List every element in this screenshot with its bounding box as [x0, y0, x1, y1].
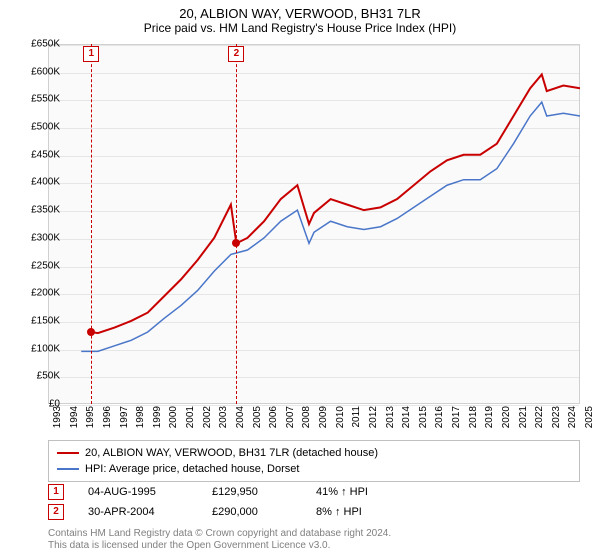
x-axis-label: 2019 [484, 406, 495, 436]
x-axis-label: 2025 [584, 406, 595, 436]
x-axis-label: 2010 [335, 406, 346, 436]
legend-label-hpi: HPI: Average price, detached house, Dors… [85, 461, 299, 477]
x-axis-label: 1999 [152, 406, 163, 436]
x-axis-label: 2003 [218, 406, 229, 436]
x-axis-label: 1994 [69, 406, 80, 436]
y-axis-label: £550K [16, 94, 60, 105]
x-axis-label: 2021 [518, 406, 529, 436]
sale-diff: 8% ↑ HPI [316, 506, 396, 518]
y-axis-label: £150K [16, 315, 60, 326]
y-axis-label: £250K [16, 260, 60, 271]
sale-marker-box: 1 [83, 46, 99, 62]
legend-item-property: 20, ALBION WAY, VERWOOD, BH31 7LR (detac… [57, 445, 571, 461]
sale-date: 04-AUG-1995 [88, 486, 188, 498]
x-axis-label: 2024 [567, 406, 578, 436]
sale-date: 30-APR-2004 [88, 506, 188, 518]
x-axis-label: 2002 [202, 406, 213, 436]
y-axis-label: £300K [16, 232, 60, 243]
chart-subtitle: Price paid vs. HM Land Registry's House … [0, 21, 600, 35]
x-axis-label: 2023 [551, 406, 562, 436]
sale-diff: 41% ↑ HPI [316, 486, 396, 498]
footer-line: This data is licensed under the Open Gov… [48, 540, 580, 552]
sale-vline [91, 44, 92, 404]
series-line-property [91, 74, 580, 333]
legend: 20, ALBION WAY, VERWOOD, BH31 7LR (detac… [48, 440, 580, 482]
x-axis-label: 2016 [434, 406, 445, 436]
x-axis-label: 1993 [52, 406, 63, 436]
y-axis-label: £500K [16, 122, 60, 133]
x-axis-label: 2011 [351, 406, 362, 436]
legend-label-property: 20, ALBION WAY, VERWOOD, BH31 7LR (detac… [85, 445, 378, 461]
x-axis-label: 2001 [185, 406, 196, 436]
y-axis-label: £400K [16, 177, 60, 188]
x-axis-label: 2014 [401, 406, 412, 436]
footer: Contains HM Land Registry data © Crown c… [48, 528, 580, 552]
footer-line: Contains HM Land Registry data © Crown c… [48, 528, 580, 540]
x-axis-label: 1998 [135, 406, 146, 436]
x-axis-label: 2012 [368, 406, 379, 436]
y-axis-label: £450K [16, 149, 60, 160]
x-axis-label: 2000 [168, 406, 179, 436]
x-axis-label: 2004 [235, 406, 246, 436]
x-axis-label: 2022 [534, 406, 545, 436]
y-axis-label: £650K [16, 39, 60, 50]
sale-price: £129,950 [212, 486, 292, 498]
chart-title: 20, ALBION WAY, VERWOOD, BH31 7LR [0, 0, 600, 21]
sale-dot [87, 328, 95, 336]
y-axis-label: £600K [16, 66, 60, 77]
y-axis-label: £50K [16, 371, 60, 382]
chart-area: 12 [48, 44, 580, 404]
sale-dot [232, 239, 240, 247]
sales-list: 1 04-AUG-1995 £129,950 41% ↑ HPI 2 30-AP… [48, 484, 580, 524]
x-axis-label: 2006 [268, 406, 279, 436]
x-axis-label: 1995 [85, 406, 96, 436]
series-line-hpi [81, 102, 580, 351]
legend-swatch-hpi [57, 468, 79, 470]
x-axis-label: 1997 [119, 406, 130, 436]
legend-item-hpi: HPI: Average price, detached house, Dors… [57, 461, 571, 477]
x-axis-label: 2005 [252, 406, 263, 436]
sale-marker-icon: 2 [48, 504, 64, 520]
x-axis-label: 2018 [468, 406, 479, 436]
x-axis-label: 2020 [501, 406, 512, 436]
legend-swatch-property [57, 452, 79, 454]
x-axis-label: 2015 [418, 406, 429, 436]
x-axis-label: 2008 [301, 406, 312, 436]
x-axis-label: 2009 [318, 406, 329, 436]
x-axis-label: 2017 [451, 406, 462, 436]
y-axis-label: £100K [16, 343, 60, 354]
sale-row: 2 30-APR-2004 £290,000 8% ↑ HPI [48, 504, 580, 520]
y-axis-label: £350K [16, 205, 60, 216]
x-axis-label: 2013 [385, 406, 396, 436]
x-axis-label: 1996 [102, 406, 113, 436]
sale-price: £290,000 [212, 506, 292, 518]
sale-marker-box: 2 [228, 46, 244, 62]
x-axis-label: 2007 [285, 406, 296, 436]
sale-row: 1 04-AUG-1995 £129,950 41% ↑ HPI [48, 484, 580, 500]
chart-svg [48, 44, 580, 404]
sale-vline [236, 44, 237, 404]
y-axis-label: £200K [16, 288, 60, 299]
sale-marker-icon: 1 [48, 484, 64, 500]
